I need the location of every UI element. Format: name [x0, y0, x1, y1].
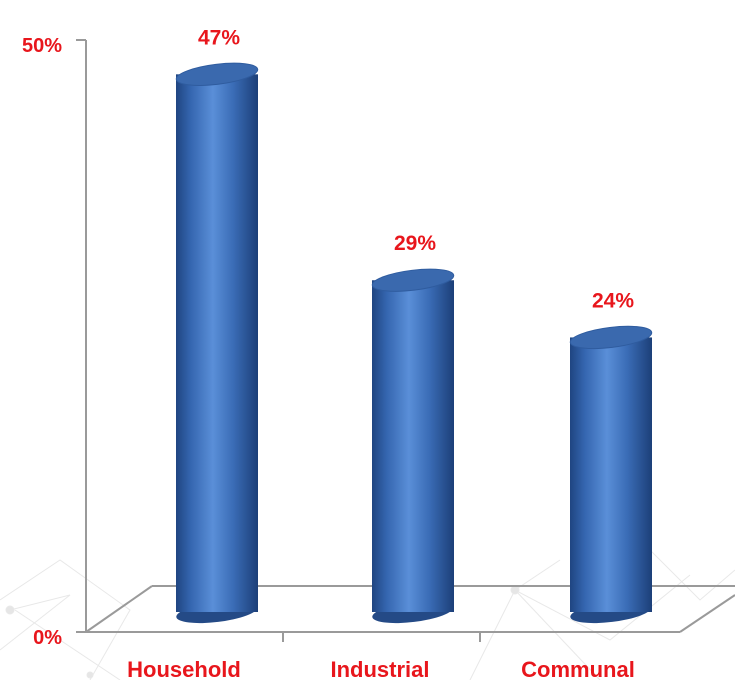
category-label: Household — [127, 657, 241, 680]
category-label: Industrial — [330, 657, 429, 680]
category-label: Communal — [521, 657, 635, 680]
bar-body — [372, 280, 454, 612]
data-label: 29% — [394, 232, 436, 255]
data-label: 24% — [592, 289, 634, 312]
bars-group — [175, 62, 653, 624]
bar-top — [371, 268, 455, 292]
floor-back-edge — [85, 585, 153, 633]
y-tick-label-top: 50% — [22, 35, 62, 57]
bar-communal — [569, 325, 653, 624]
bar-body — [176, 74, 258, 612]
y-tick-label-bottom: 0% — [33, 627, 62, 649]
bar-industrial — [371, 268, 455, 624]
bar-top — [569, 325, 653, 350]
bar-top — [175, 62, 259, 86]
data-label: 47% — [198, 26, 240, 49]
floor-right-edge — [679, 594, 735, 633]
category-labels-group: Household Industrial Communal — [127, 657, 635, 680]
bar-household — [175, 62, 259, 624]
data-labels-group: 47% 29% 24% — [198, 26, 634, 312]
bar-body — [570, 337, 652, 612]
